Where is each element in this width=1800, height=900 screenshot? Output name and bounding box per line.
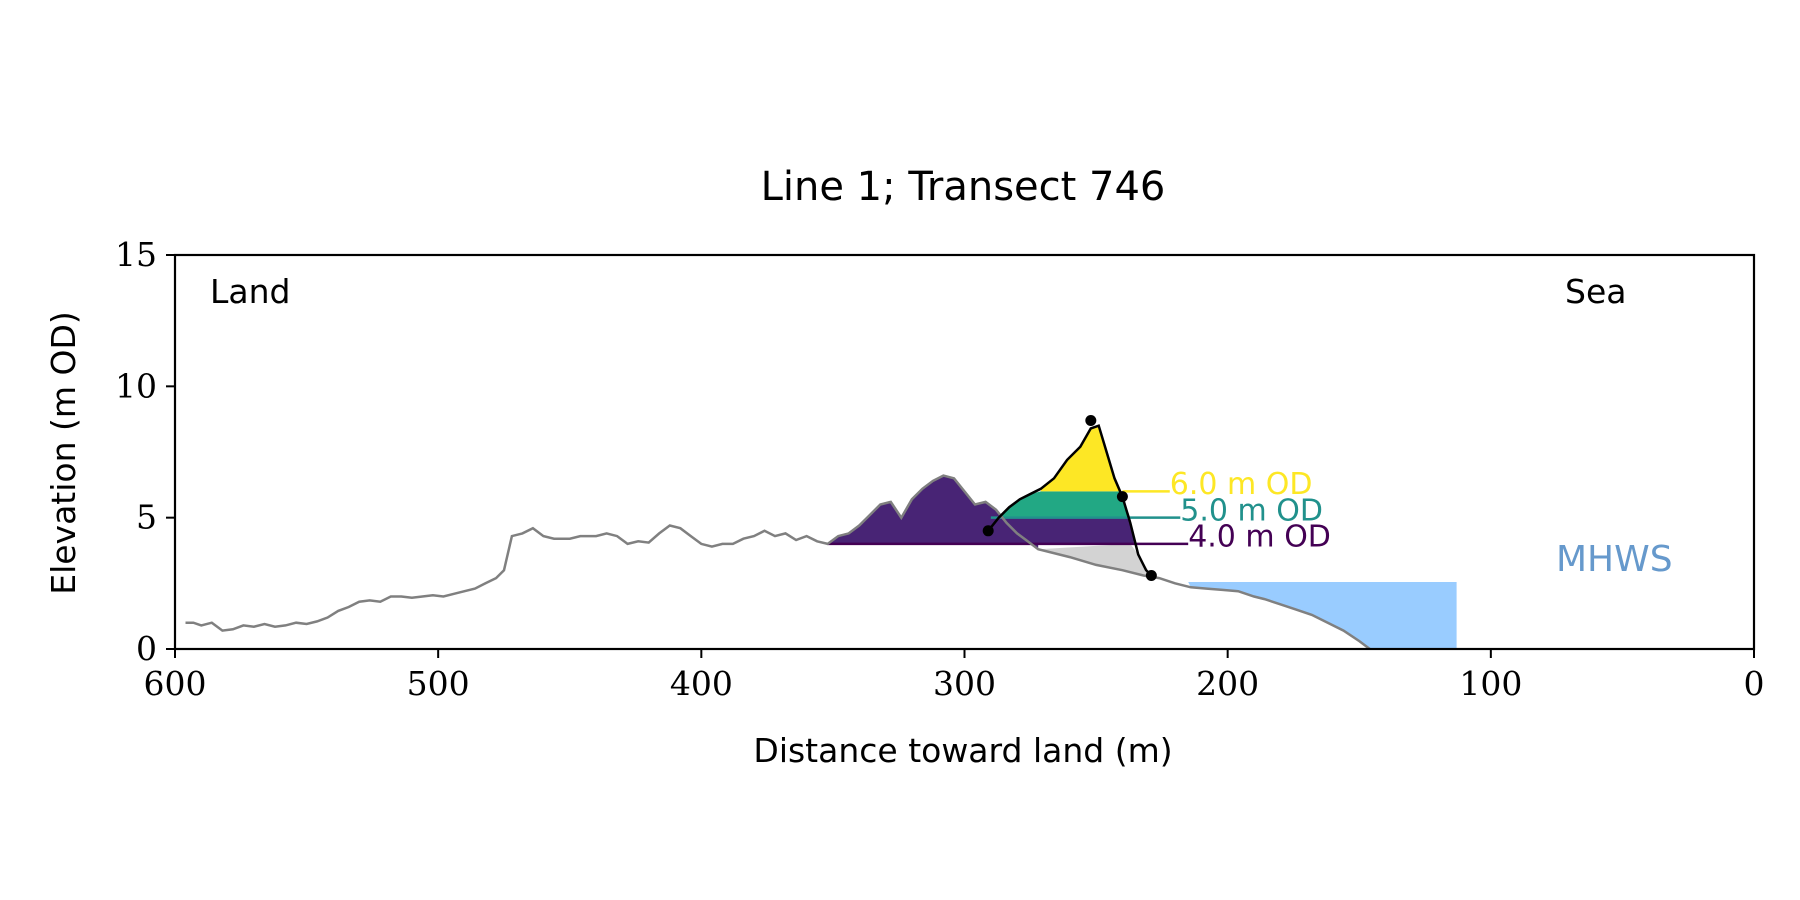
y-tick-label: 15 [115, 235, 157, 274]
dune-profile-line [987, 424, 1153, 577]
land-annotation: Land [210, 272, 290, 311]
front-dune-fill-5m [998, 491, 1131, 518]
terrain-profile-line [185, 474, 1371, 650]
x-tick-label: 300 [933, 664, 996, 703]
dune-marker-1 [1085, 414, 1097, 426]
y-axis-label: Elevation (m OD) [44, 311, 83, 595]
dune-marker-0 [982, 525, 994, 537]
x-tick-label: 200 [1196, 664, 1259, 703]
dune-marker-3 [1145, 569, 1157, 581]
dune-marker-2 [1116, 491, 1128, 503]
level-label-5: 5.0 m OD [1180, 493, 1323, 528]
level-label-4: 4.0 m OD [1188, 520, 1331, 555]
chart-title: Line 1; Transect 746 [761, 164, 1166, 210]
chart-fills-layer [827, 425, 1457, 649]
x-tick-label: 500 [407, 664, 470, 703]
y-tick-label: 5 [136, 498, 157, 537]
sea-fill-mhws [1188, 582, 1457, 649]
x-tick-label: 400 [670, 664, 733, 703]
chart-lines-layer: 4.0 m OD5.0 m OD6.0 m OD [185, 414, 1371, 650]
x-tick-label: 0 [1744, 664, 1765, 703]
chart-text-layer: Line 1; Transect 746 Distance toward lan… [44, 164, 1673, 770]
x-tick-label: 600 [144, 664, 207, 703]
front-dune-fill-4m [988, 517, 1135, 544]
mhws-label: MHWS [1556, 539, 1673, 580]
y-tick-label: 0 [136, 629, 157, 668]
x-tick-label: 100 [1459, 664, 1522, 703]
plot-frame [173, 253, 1756, 651]
eroded-area [1038, 543, 1152, 576]
chart-axes-layer: 600 500 400 300 200 100 0 0 5 10 15 [115, 235, 1765, 703]
sea-annotation: Sea [1565, 272, 1626, 311]
front-dune-fill-6m [1040, 425, 1122, 492]
level-label-6: 6.0 m OD [1170, 467, 1313, 502]
y-tick-label: 10 [115, 366, 157, 405]
x-axis-label: Distance toward land (m) [753, 731, 1172, 770]
